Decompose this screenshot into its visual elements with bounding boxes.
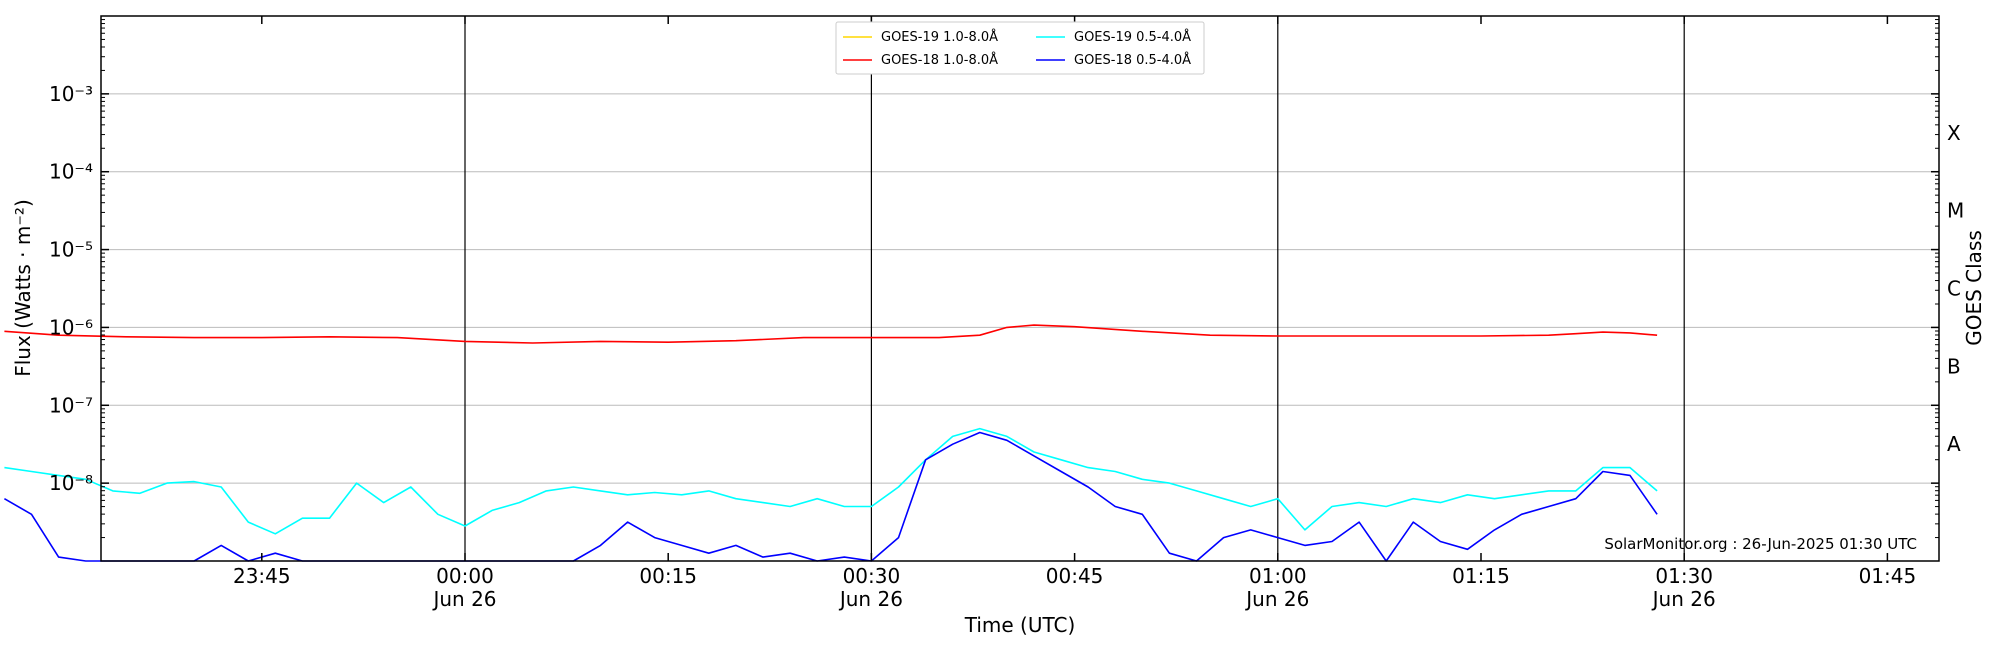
- y-axis-title: Flux (Watts · m⁻²): [11, 199, 35, 377]
- x-tick-label: 00:30: [843, 564, 901, 588]
- x-tick-date-label: Jun 26: [1651, 587, 1716, 611]
- x-tick-date-label: Jun 26: [1244, 587, 1309, 611]
- vertical-markers: [464, 16, 1685, 561]
- goes-class-label: C: [1947, 277, 1961, 301]
- x-tick-label: 00:00: [436, 564, 494, 588]
- grid-lines: [101, 93, 1939, 484]
- legend-label-goes18-short: GOES-18 0.5-4.0Å: [1074, 52, 1191, 68]
- goes-class-label: B: [1947, 354, 1961, 378]
- y-tick-label: 10⁻⁸: [49, 471, 93, 495]
- legend-box: [835, 21, 1205, 75]
- x-tick-label: 23:45: [233, 564, 291, 588]
- goes-class-label: A: [1947, 432, 1961, 456]
- y-axis-ticks: 10⁻³ 10⁻⁴ 10⁻⁵ 10⁻⁶ 10⁻⁷ 10⁻⁸: [49, 19, 1939, 539]
- goes-class-label: X: [1947, 121, 1961, 145]
- goes-class-labels: X M C B A: [1947, 121, 1964, 456]
- legend-label-goes18-long: GOES-18 1.0-8.0Å: [881, 52, 998, 68]
- y-tick-label: 10⁻⁶: [49, 315, 93, 339]
- y-tick-label: 10⁻⁵: [49, 238, 93, 262]
- series-line: [4, 431, 1658, 562]
- x-tick-label: 01:15: [1452, 564, 1510, 588]
- plot-frame: [100, 15, 1940, 562]
- y-tick-label: 10⁻⁴: [49, 160, 93, 184]
- credit-text: SolarMonitor.org : 26-Jun-2025 01:30 UTC: [1604, 535, 1917, 553]
- series-line: [4, 427, 1658, 535]
- x-tick-label: 01:00: [1249, 564, 1307, 588]
- x-tick-label: 00:45: [1046, 564, 1104, 588]
- x-tick-label: 01:30: [1655, 564, 1713, 588]
- x-tick-date-label: Jun 26: [431, 587, 496, 611]
- x-tick-date-label: Jun 26: [838, 587, 903, 611]
- series-line: [4, 324, 1658, 344]
- goes-class-label: M: [1947, 199, 1964, 223]
- legend: GOES-19 1.0-8.0Å GOES-18 1.0-8.0Å GOES-1…: [835, 21, 1205, 75]
- y2-axis-title: GOES Class: [1962, 230, 1986, 346]
- legend-label-goes19-long: GOES-19 1.0-8.0Å: [881, 29, 998, 45]
- x-axis-title: Time (UTC): [964, 613, 1076, 637]
- y-tick-label: 10⁻⁷: [49, 393, 93, 417]
- series-layer: [4, 324, 1658, 562]
- x-tick-label: 01:45: [1859, 564, 1917, 588]
- y-tick-label: 10⁻³: [49, 82, 93, 106]
- legend-label-goes19-short: GOES-19 0.5-4.0Å: [1074, 29, 1191, 45]
- x-tick-label: 00:15: [639, 564, 697, 588]
